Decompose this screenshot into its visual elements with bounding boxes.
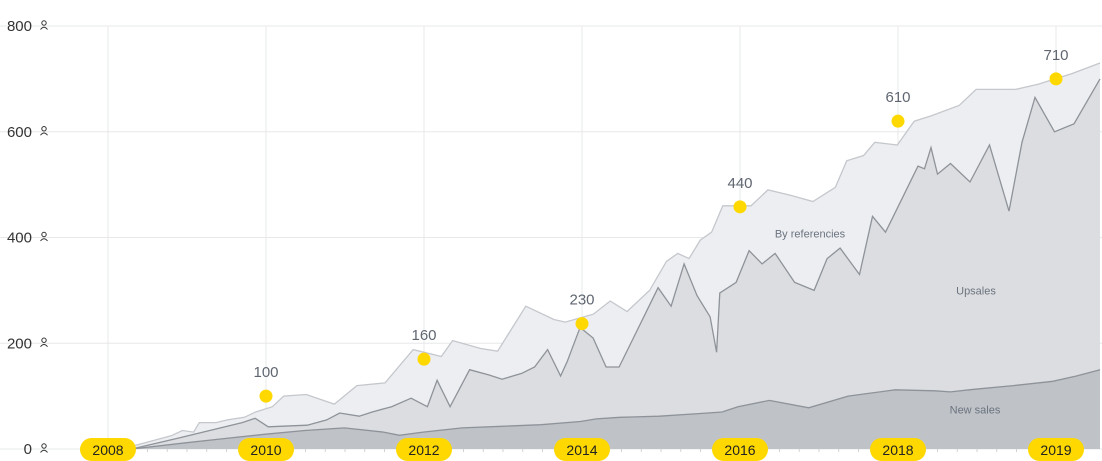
annotation-label: 100 — [253, 364, 278, 381]
annotation-label: 710 — [1043, 47, 1068, 64]
x-tick-pill: 2010 — [238, 438, 294, 461]
x-tick-pill: 2008 — [80, 438, 136, 461]
line-new-sales — [131, 369, 1101, 450]
person-icon — [40, 443, 48, 453]
x-tick-pill: 2019 — [1028, 438, 1084, 461]
y-tick-label: 600 — [7, 124, 32, 141]
annotation-label: 610 — [885, 89, 910, 106]
annotation-marker — [259, 389, 273, 403]
x-tick-label: 2008 — [92, 442, 123, 458]
annotation-marker — [417, 352, 431, 366]
x-tick-pill: 2014 — [554, 438, 610, 461]
y-tick: 800 — [7, 18, 48, 35]
annotation-label: 160 — [411, 327, 436, 344]
y-tick: 400 — [7, 230, 48, 247]
line-upsales — [131, 78, 1101, 450]
annotation-markers: 100 160 230 440 610 710 — [253, 47, 1069, 403]
y-axis-ticks: 0 200 400 600 800 — [7, 18, 48, 458]
x-tick-pill: 2012 — [396, 438, 452, 461]
person-icon — [40, 20, 48, 30]
y-tick-label: 400 — [7, 230, 32, 247]
annotation-label: 440 — [727, 175, 752, 192]
y-tick-label: 800 — [7, 18, 32, 35]
annotation-marker — [1049, 72, 1063, 86]
annotation-marker — [733, 200, 747, 214]
y-tick-label: 200 — [7, 335, 32, 352]
series-label: By referencies — [775, 228, 846, 240]
x-tick-label: 2016 — [724, 442, 755, 458]
person-icon — [40, 126, 48, 136]
annotation-marker — [891, 114, 905, 128]
x-tick-label: 2012 — [408, 442, 439, 458]
person-icon — [40, 231, 48, 242]
y-tick: 200 — [7, 335, 48, 352]
x-tick-label: 2010 — [250, 442, 281, 458]
annotation-label: 230 — [569, 292, 594, 309]
x-axis-year-pills: 2008 2010 2012 2014 2016 2018 2019 — [80, 438, 1084, 461]
series-label: New sales — [950, 404, 1001, 416]
x-tick-label: 2018 — [882, 442, 913, 458]
areas — [131, 62, 1101, 450]
x-tick-pill: 2018 — [870, 438, 926, 461]
x-tick-label: 2014 — [566, 442, 597, 458]
x-tick-label: 2019 — [1040, 442, 1071, 458]
area-upsales — [131, 78, 1100, 450]
x-tick-pill: 2016 — [712, 438, 768, 461]
y-tick: 600 — [7, 124, 48, 141]
series-label: Upsales — [956, 285, 996, 297]
line-by-referencies — [131, 62, 1101, 448]
area-new-sales — [131, 369, 1100, 449]
annotation-marker — [575, 317, 589, 331]
person-icon — [40, 337, 48, 348]
y-tick-label: 0 — [24, 441, 32, 458]
series-labels: New sales Upsales By referencies — [775, 228, 1001, 416]
y-tick: 0 — [24, 441, 48, 458]
